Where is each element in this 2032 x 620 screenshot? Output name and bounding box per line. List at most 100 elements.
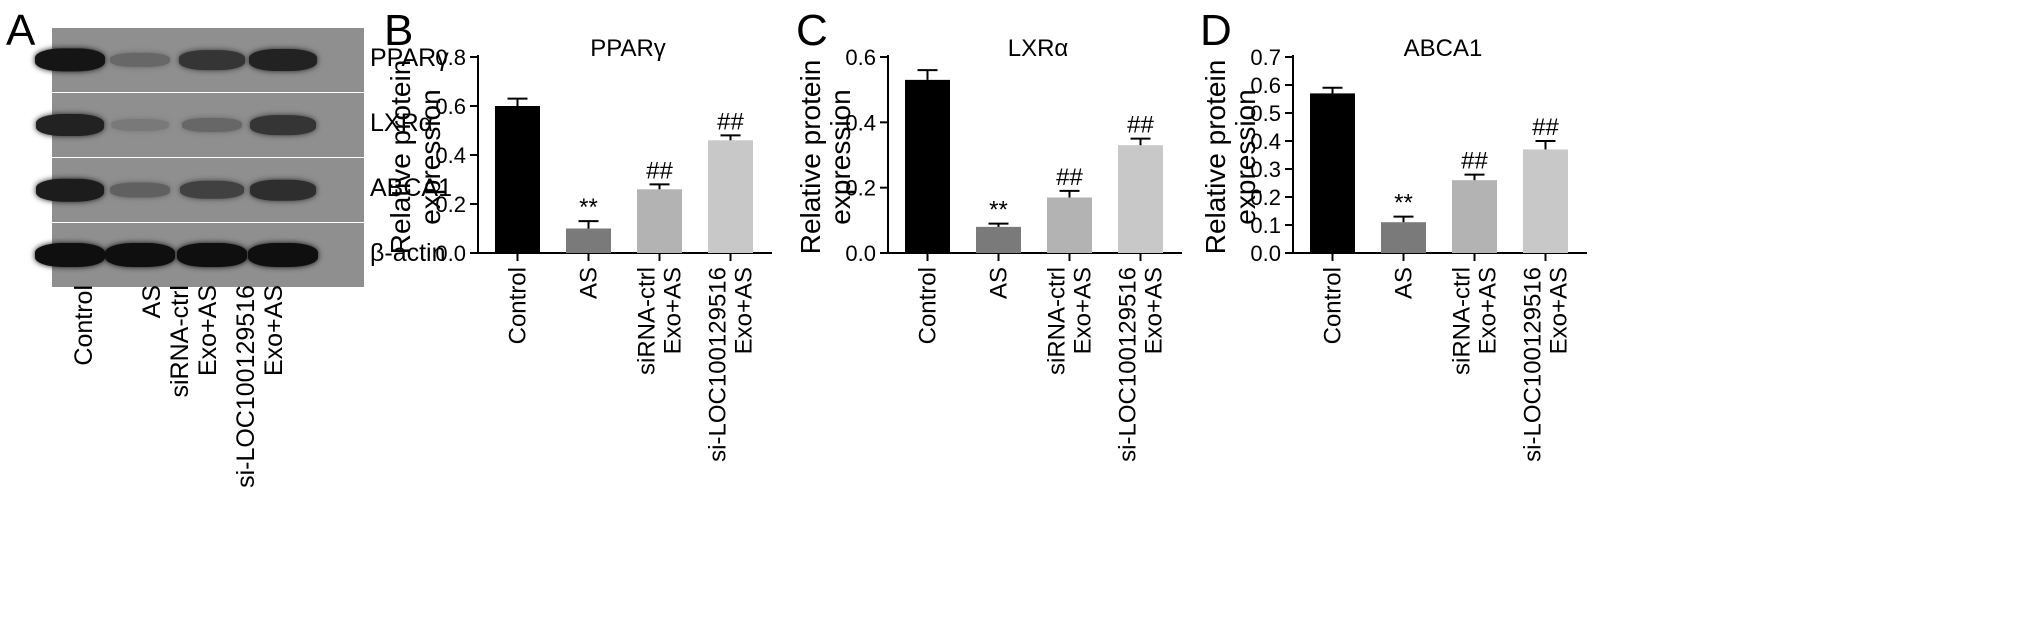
x-category-label: siRNA-ctrl bbox=[634, 267, 661, 375]
blot-lane-label-line: AS bbox=[138, 285, 166, 319]
y-axis-label-line: expression bbox=[1230, 89, 1261, 224]
x-category-label: si-LOC100129516 bbox=[1115, 267, 1142, 462]
x-category-label: si-LOC100129516 bbox=[1520, 267, 1547, 462]
blot-band bbox=[110, 118, 170, 132]
chart-pparg: PPARγ Relative protein expression 0.0 0.2 0.4… bbox=[385, 35, 772, 462]
y-tick-label: 0.2 bbox=[845, 176, 876, 201]
blot-band bbox=[109, 52, 171, 68]
x-category-label: si-LOC100129516 bbox=[705, 267, 732, 462]
blot-band bbox=[35, 178, 105, 202]
bar bbox=[566, 228, 611, 253]
significance-mark: ** bbox=[989, 197, 1008, 224]
blot-lane-label-line: si-LOC100129516 bbox=[232, 285, 260, 488]
y-tick-label: 0.6 bbox=[845, 45, 876, 70]
y-tick-label: 0.7 bbox=[1250, 45, 1281, 70]
x-category-label: Exo+AS bbox=[1070, 267, 1097, 354]
blot-band bbox=[249, 179, 317, 201]
y-axis-label-line: Relative protein bbox=[795, 60, 826, 255]
y-tick-label: 0.8 bbox=[435, 45, 466, 70]
bar bbox=[976, 226, 1021, 253]
blot-label: β-actin bbox=[370, 239, 446, 267]
blot-band bbox=[109, 182, 171, 198]
significance-mark: ## bbox=[646, 157, 673, 184]
blot-band bbox=[181, 117, 243, 133]
significance-mark: ** bbox=[1394, 190, 1413, 217]
significance-mark: ** bbox=[579, 194, 598, 221]
bar bbox=[708, 140, 753, 253]
blot-lane-label: AS bbox=[138, 285, 166, 505]
x-category-label: Exo+AS bbox=[1475, 267, 1502, 354]
significance-mark: ## bbox=[1461, 148, 1488, 175]
blot-lane-label: siRNA-ctrl Exo+AS bbox=[166, 285, 222, 505]
x-category-label: Exo+AS bbox=[660, 267, 687, 354]
chart-title: LXRα bbox=[1008, 35, 1069, 62]
chart-title: ABCA1 bbox=[1404, 35, 1483, 62]
panel-letter-c: C bbox=[796, 6, 828, 55]
blot-lane-label-line: Exo+AS bbox=[194, 285, 222, 377]
chart-lxra: LXRα Relative protein expression 0.0 0.2 0.4 0… bbox=[795, 35, 1182, 462]
x-category-label: Exo+AS bbox=[1546, 267, 1573, 354]
significance-mark: ## bbox=[717, 108, 744, 135]
blot-lane-label: si-LOC100129516 Exo+AS bbox=[232, 285, 288, 505]
panel-letter-b: B bbox=[384, 6, 414, 55]
bar bbox=[1047, 197, 1092, 253]
bar bbox=[1118, 145, 1163, 253]
bar bbox=[1310, 93, 1355, 254]
blot-band bbox=[36, 114, 104, 136]
x-category-label: siRNA-ctrl bbox=[1044, 267, 1071, 375]
chart-abca1: ABCA1 Relative protein expression 0.0 0.1 0.2… bbox=[1200, 35, 1587, 462]
x-category-label: Exo+AS bbox=[1141, 267, 1168, 354]
x-category-label: siRNA-ctrl bbox=[1449, 267, 1476, 375]
x-category-label: Control bbox=[1320, 267, 1347, 344]
y-axis-label-line: expression bbox=[825, 89, 856, 224]
bar bbox=[1381, 222, 1426, 253]
y-tick-label: 0.4 bbox=[845, 110, 876, 135]
y-tick-label: 0.0 bbox=[1250, 241, 1281, 266]
blot-lane-label-line: Control bbox=[70, 285, 98, 366]
bar bbox=[1523, 149, 1568, 253]
blot-label: PPARγ bbox=[370, 44, 449, 72]
y-tick-label: 0.6 bbox=[435, 94, 466, 119]
y-tick-label: 0.2 bbox=[1250, 185, 1281, 210]
y-tick-label: 0.4 bbox=[1250, 129, 1281, 154]
significance-mark: ## bbox=[1056, 164, 1083, 191]
y-tick-label: 0.6 bbox=[1250, 73, 1281, 98]
panel-letter-a: A bbox=[6, 6, 36, 55]
blot-band bbox=[105, 243, 175, 267]
bar bbox=[905, 79, 950, 253]
y-tick-label: 0.0 bbox=[435, 241, 466, 266]
bar bbox=[1452, 180, 1497, 253]
bar bbox=[637, 189, 682, 253]
y-tick-label: 0.0 bbox=[845, 241, 876, 266]
y-axis-label-line: Relative protein bbox=[1200, 60, 1231, 255]
blot-row-1 bbox=[36, 93, 364, 157]
blot-row-3 bbox=[35, 223, 364, 287]
x-category-label: AS bbox=[986, 267, 1013, 299]
x-category-label: Control bbox=[915, 267, 942, 344]
chart-title: PPARγ bbox=[590, 35, 666, 62]
blot-band bbox=[35, 243, 105, 267]
blot-lane-label-line: siRNA-ctrl bbox=[166, 285, 194, 398]
y-tick-label: 0.3 bbox=[1250, 157, 1281, 182]
y-tick-label: 0.1 bbox=[1250, 213, 1281, 238]
blot-label: LXRα bbox=[370, 109, 434, 137]
y-tick-label: 0.5 bbox=[1250, 101, 1281, 126]
blot-band bbox=[179, 180, 245, 200]
blot-lane-label: Control bbox=[70, 285, 98, 505]
bar bbox=[495, 106, 540, 253]
blot-band bbox=[249, 49, 317, 71]
blot-band bbox=[179, 50, 245, 70]
x-category-label: AS bbox=[576, 267, 603, 299]
blot-band bbox=[177, 243, 247, 267]
significance-mark: ## bbox=[1532, 114, 1559, 141]
y-axis-label-line: expression bbox=[415, 89, 446, 224]
blot-row-0 bbox=[35, 28, 364, 92]
blot-band bbox=[250, 115, 316, 135]
y-tick-label: 0.4 bbox=[435, 143, 466, 168]
x-category-label: Exo+AS bbox=[731, 267, 758, 354]
blot-band bbox=[248, 243, 318, 267]
x-category-label: AS bbox=[1391, 267, 1418, 299]
significance-mark: ## bbox=[1127, 112, 1154, 139]
x-category-label: Control bbox=[505, 267, 532, 344]
